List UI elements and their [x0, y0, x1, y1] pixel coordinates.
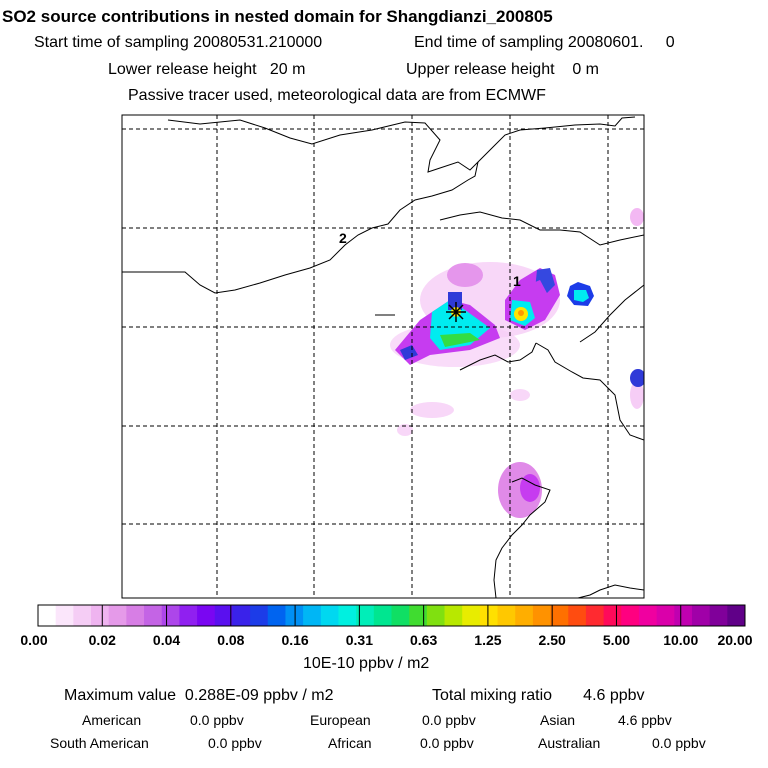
colorbar-swatch — [320, 605, 339, 626]
grid-label-2: 2 — [339, 230, 347, 246]
region-asian-value: 4.6 ppbv — [618, 712, 672, 728]
colorbar-swatch — [144, 605, 163, 626]
region-australian-value: 0.0 ppbv — [652, 735, 706, 751]
colorbar-swatch — [250, 605, 269, 626]
tracer-info-text: Passive tracer used, meteorological data… — [128, 87, 546, 104]
receptor-star — [446, 302, 466, 322]
colorbar-swatch — [55, 605, 74, 626]
colorbar-swatch — [550, 605, 569, 626]
colorbar-swatch — [126, 605, 145, 626]
coastlines — [122, 116, 644, 598]
plume-light — [397, 424, 413, 436]
region-european-value: 0.0 ppbv — [422, 712, 476, 728]
colorbar-swatch — [91, 605, 110, 626]
colorbar-swatch — [391, 605, 410, 626]
plume-core — [528, 280, 548, 298]
colorbar-swatch — [285, 605, 304, 626]
plume-light — [630, 208, 644, 226]
colorbar-swatch — [691, 605, 711, 626]
region-american-label: American — [82, 712, 142, 728]
colorbar-label: 0.16 — [281, 632, 309, 648]
colorbar-label: 1.25 — [474, 632, 502, 648]
colorbar-swatch — [603, 605, 622, 626]
map-plot-area: 1 2 — [122, 115, 644, 598]
colorbar-swatch — [108, 605, 127, 626]
colorbar-frame — [37, 604, 746, 627]
plume-mid — [520, 474, 540, 502]
colorbar-swatch — [73, 605, 92, 626]
plume-core — [574, 290, 589, 302]
plume-core — [440, 333, 480, 347]
lower-height-text: Lower release height 20 m — [108, 61, 306, 78]
colorbar-swatch — [638, 605, 658, 626]
colorbar-swatch — [656, 605, 675, 626]
colorbar-swatch — [674, 605, 693, 626]
map-frame — [121, 114, 645, 599]
plume-core — [400, 345, 418, 360]
colorbar-swatch — [38, 605, 57, 626]
grid-label-1: 1 — [513, 273, 521, 289]
region-american-value: 0.0 ppbv — [190, 712, 244, 728]
colorbar-label: 0.08 — [217, 632, 245, 648]
colorbar-swatch — [232, 605, 251, 626]
colorbar-swatch — [515, 605, 534, 626]
total-mixing-text: Total mixing ratio 4.6 ppbv — [432, 687, 645, 704]
colorbar-swatch — [727, 605, 746, 626]
region-south-american-value: 0.0 ppbv — [208, 735, 262, 751]
plume-light — [510, 389, 530, 401]
plume-core — [448, 292, 462, 310]
region-australian-label: Australian — [538, 735, 601, 751]
plume-mid — [447, 263, 483, 287]
colorbar-swatch — [568, 605, 587, 626]
region-asian-label: Asian — [540, 712, 576, 728]
plume-core — [630, 369, 644, 387]
end-time-text: End time of sampling 20080601. 0 — [414, 34, 675, 51]
max-value-text: Maximum value 0.288E-09 ppbv / m2 — [64, 687, 334, 704]
colorbar-label: 5.00 — [602, 632, 631, 648]
map-grid — [122, 115, 644, 598]
colorbar-swatch — [161, 605, 180, 626]
colorbar-swatch — [409, 605, 428, 626]
colorbar-label: 0.31 — [345, 632, 373, 648]
colorbar-swatch — [462, 605, 481, 626]
colorbar-swatch — [214, 605, 233, 626]
start-time-text: Start time of sampling 20080531.210000 — [34, 34, 323, 51]
plume-peak — [518, 310, 524, 316]
colorbar-label: 10.00 — [663, 632, 699, 648]
colorbar-swatch — [532, 605, 552, 626]
colorbar-label: 0.00 — [20, 632, 48, 648]
page-title: SO2 source contributions in nested domai… — [2, 7, 553, 26]
colorbar-label: 0.04 — [152, 632, 181, 648]
colorbar-swatch — [585, 605, 605, 626]
region-african-label: African — [328, 735, 372, 751]
concentration-field — [390, 208, 644, 518]
colorbar-swatch — [621, 605, 640, 626]
colorbar-swatch — [197, 605, 216, 626]
colorbar — [37, 604, 746, 627]
colorbar-swatch — [373, 605, 392, 626]
plume-light — [630, 381, 644, 409]
colorbar-swatch — [356, 605, 375, 626]
colorbar-label: 0.02 — [88, 632, 116, 648]
region-south-american-label: South American — [50, 735, 149, 751]
colorbar-swatch — [497, 605, 516, 626]
plume-light — [410, 402, 454, 418]
region-african-value: 0.0 ppbv — [420, 735, 474, 751]
colorbar-swatch — [426, 605, 446, 626]
colorbar-swatch — [338, 605, 357, 626]
colorbar-swatch — [444, 605, 463, 626]
colorbar-label: 0.63 — [410, 632, 438, 648]
colorbar-swatch — [303, 605, 322, 626]
region-european-label: European — [310, 712, 371, 728]
colorbar-swatch — [267, 605, 286, 626]
colorbar-unit: 10E-10 ppbv / m2 — [303, 655, 430, 672]
upper-height-text: Upper release height 0 m — [406, 61, 599, 78]
colorbar-swatch — [179, 605, 198, 626]
colorbar-swatch — [479, 605, 499, 626]
colorbar-label: 2.50 — [538, 632, 566, 648]
colorbar-swatch — [709, 605, 728, 626]
colorbar-label: 20.00 — [717, 632, 753, 648]
